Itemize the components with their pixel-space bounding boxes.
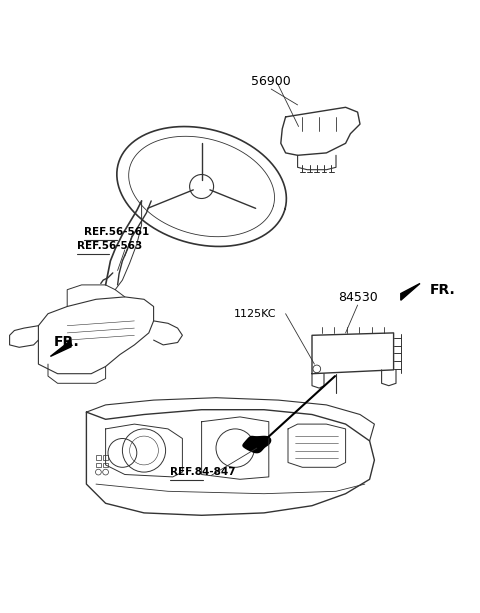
Text: REF.84-847: REF.84-847	[170, 467, 236, 477]
Text: REF.56-563: REF.56-563	[77, 242, 142, 251]
Bar	[96, 455, 101, 460]
Bar	[96, 462, 101, 467]
Text: FR.: FR.	[54, 335, 80, 349]
Text: 1125KC: 1125KC	[233, 309, 276, 319]
Bar	[103, 455, 108, 460]
Polygon shape	[50, 340, 71, 356]
Polygon shape	[401, 283, 420, 300]
Text: FR.: FR.	[430, 283, 456, 297]
Text: 56900: 56900	[252, 75, 291, 88]
Text: REF.56-561: REF.56-561	[84, 227, 149, 237]
Bar	[103, 462, 108, 467]
Text: 84530: 84530	[338, 291, 377, 304]
Polygon shape	[243, 436, 271, 452]
